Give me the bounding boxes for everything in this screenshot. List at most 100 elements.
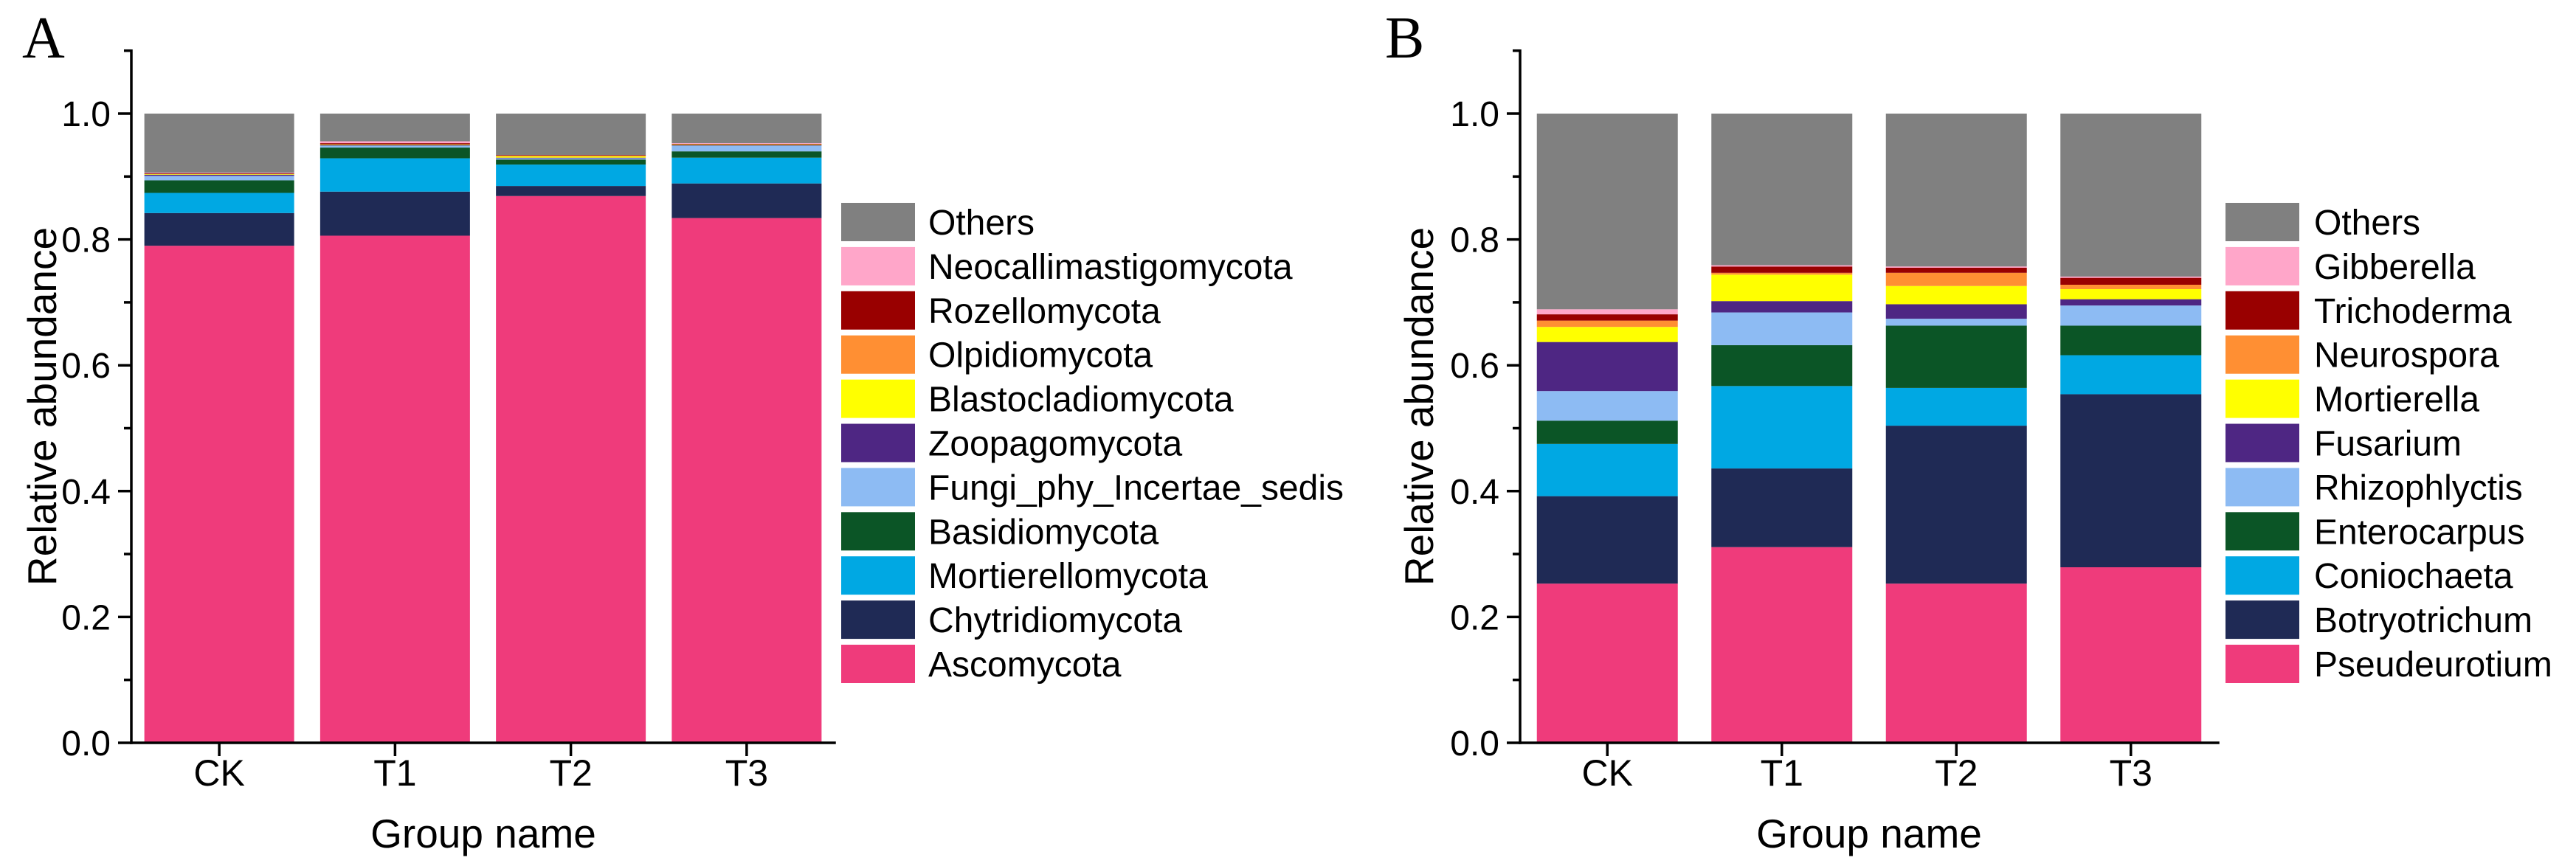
legend-label-blastocladiomycota: Blastocladiomycota (928, 381, 1234, 420)
legend-item-fusarium: Fusarium (2225, 423, 2462, 464)
legend-label-neocallimastigomycota: Neocallimastigomycota (928, 248, 1293, 287)
legend-item-basidiomycota: Basidiomycota (841, 512, 1158, 552)
panel-label-a: A (22, 6, 65, 71)
y-tick-label: 0.6 (1450, 347, 1499, 386)
bars-b (1536, 114, 2202, 743)
bar-segment-t1-coniochaeta (1711, 386, 1853, 469)
bar-segment-ck-others (1536, 114, 1678, 310)
legend-label-olpidiomycota: Olpidiomycota (928, 336, 1153, 375)
legend-item-others: Others (841, 203, 1035, 243)
bar-segment-t3-rhizophlyctis (2060, 305, 2202, 326)
bar-segment-ck-basidiomycota (144, 180, 294, 193)
legend-item-mortierella: Mortierella (2225, 379, 2479, 420)
legend-item-ascomycota: Ascomycota (841, 645, 1122, 685)
bar-segment-ck-chytridiomycota (144, 212, 294, 246)
bar-segment-ck-mortierellomycota (144, 193, 294, 213)
bar-stack-t1 (1711, 114, 1853, 743)
legend-swatch-botryotrichum (2225, 600, 2299, 640)
legend-swatch-neocallimastigomycota (841, 246, 915, 285)
legend-item-trichoderma: Trichoderma (2225, 291, 2512, 331)
bar-stack-t2 (496, 114, 646, 743)
x-tick-label-ck: CK (193, 752, 244, 794)
bar-segment-t2-enterocarpus (1885, 325, 2027, 388)
legend-item-olpidiomycota: Olpidiomycota (841, 335, 1153, 375)
plot-area-a: CK T1 T2 T3 0.0 0.2 0.4 0.6 0.8 1.0 (61, 49, 836, 794)
legend-item-rozellomycota: Rozellomycota (841, 291, 1161, 331)
bar-segment-t1-basidiomycota (320, 148, 470, 159)
bar-segment-t1-zoopagomycota (320, 145, 470, 146)
y-tick-label: 1.0 (61, 95, 111, 134)
bar-segment-t2-trichoderma (1885, 267, 2027, 273)
legend-item-zoopagomycota: Zoopagomycota (841, 423, 1183, 464)
bar-segment-t3-gibberella (2060, 276, 2202, 278)
y-tick-label: 0.4 (1450, 473, 1499, 512)
legend-item-others: Others (2225, 203, 2420, 243)
bar-stack-ck (1536, 114, 1678, 743)
bar-segment-t1-ascomycota (320, 235, 470, 744)
legend-item-pseudeurotium: Pseudeurotium (2225, 645, 2552, 685)
x-tick-label-t2: T2 (1935, 752, 1978, 794)
bar-stack-ck (144, 114, 294, 743)
bar-segment-ck-fungi-phy-incertae-sedis (144, 176, 294, 181)
bar-segment-ck-rozellomycota (144, 173, 294, 174)
bar-segment-t1-rhizophlyctis (1711, 312, 1853, 345)
bar-segment-ck-fusarium (1536, 342, 1678, 392)
legend-label-gibberella: Gibberella (2314, 248, 2476, 287)
y-axis-title-b: Relative abundance (1396, 227, 1442, 586)
legend-label-trichoderma: Trichoderma (2314, 292, 2512, 331)
legend-label-neurospora: Neurospora (2314, 336, 2499, 375)
legend-swatch-pseudeurotium (2225, 645, 2299, 683)
bar-segment-t3-pseudeurotium (2060, 567, 2202, 743)
legend-item-neocallimastigomycota: Neocallimastigomycota (841, 246, 1293, 287)
bar-segment-t2-zoopagomycota (496, 157, 646, 159)
legend-label-coniochaeta: Coniochaeta (2314, 557, 2513, 596)
bar-segment-t1-fusarium (1711, 301, 1853, 313)
bar-segment-t1-mortierella (1711, 274, 1853, 302)
bar-segment-t2-rozellomycota (496, 155, 646, 156)
bar-segment-t1-others (1711, 114, 1853, 266)
bar-segment-t1-others (320, 114, 470, 142)
legend-swatch-gibberella (2225, 246, 2299, 285)
legend-b: Others Gibberella Trichoderma Neurospora Mor… (2225, 203, 2552, 685)
bar-segment-t3-rozellomycota (671, 143, 822, 145)
x-axis-title-b: Group name (1756, 811, 1982, 856)
bar-segment-t2-blastocladiomycota (496, 156, 646, 158)
legend-item-rhizophlyctis: Rhizophlyctis (2225, 468, 2523, 508)
legend-label-basidiomycota: Basidiomycota (928, 513, 1158, 552)
legend-swatch-blastocladiomycota (841, 379, 915, 418)
bar-segment-t3-neocallimastigomycota (671, 143, 822, 144)
legend-item-coniochaeta: Coniochaeta (2225, 556, 2513, 596)
y-tick-label: 0.0 (1450, 724, 1499, 763)
bar-segment-t3-mortierella (2060, 288, 2202, 299)
legend-swatch-basidiomycota (841, 512, 915, 551)
bar-stack-t1 (320, 114, 470, 744)
legend-item-botryotrichum: Botryotrichum (2225, 600, 2532, 640)
legend-swatch-rozellomycota (841, 291, 915, 330)
legend-swatch-zoopagomycota (841, 423, 915, 463)
bar-segment-t3-others (2060, 114, 2202, 277)
x-tick-label-t2: T2 (549, 752, 592, 794)
bar-segment-t2-others (496, 114, 646, 156)
legend-swatch-fungi-phy-incertae-sedis (841, 468, 915, 507)
bar-segment-t2-fusarium (1885, 304, 2027, 319)
legend-label-zoopagomycota: Zoopagomycota (928, 425, 1183, 464)
y-tick-label: 0.8 (1450, 221, 1499, 260)
legend-swatch-rhizophlyctis (2225, 468, 2299, 507)
bar-segment-ck-others (144, 114, 294, 173)
bar-segment-t2-mortierellomycota (496, 164, 646, 187)
legend-swatch-enterocarpus (2225, 512, 2299, 551)
legend-item-mortierellomycota: Mortierellomycota (841, 556, 1208, 596)
y-tick-label: 1.0 (1450, 95, 1499, 134)
bar-segment-t3-neurospora (2060, 285, 2202, 289)
bar-segment-t2-chytridiomycota (496, 186, 646, 196)
legend-label-mortierellomycota: Mortierellomycota (928, 557, 1208, 596)
legend-label-pseudeurotium: Pseudeurotium (2314, 645, 2552, 685)
bar-segment-t1-neurospora (1711, 272, 1853, 275)
legend-label-chytridiomycota: Chytridiomycota (928, 601, 1182, 640)
bar-segment-t1-neocallimastigomycota (320, 141, 470, 144)
bar-segment-ck-pseudeurotium (1536, 583, 1678, 743)
legend-swatch-others (2225, 203, 2299, 241)
y-tick-label: 0.0 (61, 724, 111, 763)
legend-swatch-mortierella (2225, 379, 2299, 418)
bar-segment-t2-botryotrichum (1885, 426, 2027, 584)
